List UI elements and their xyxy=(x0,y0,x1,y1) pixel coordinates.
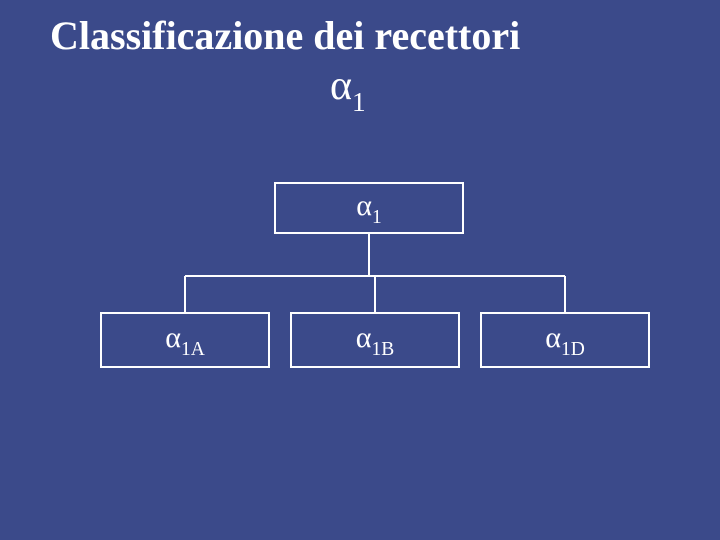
slide-title: Classificazione dei recettori xyxy=(50,12,520,59)
alpha-glyph: α xyxy=(165,321,181,354)
tree-child-node: α1B xyxy=(290,312,460,368)
alpha-subscript: 1 xyxy=(372,207,382,228)
slide-subtitle: α1 xyxy=(330,62,366,115)
alpha-subscript: 1D xyxy=(561,339,585,360)
alpha-subscript: 1 xyxy=(352,87,366,117)
alpha-subscript: 1B xyxy=(371,339,394,360)
alpha-glyph: α xyxy=(330,63,352,109)
child-label: α1D xyxy=(545,321,585,360)
title-text: Classificazione dei recettori xyxy=(50,13,520,58)
slide: Classificazione dei recettori α1 α1 α1A … xyxy=(0,0,720,540)
child-label: α1B xyxy=(356,321,394,360)
root-label: α1 xyxy=(356,189,381,228)
child-label: α1A xyxy=(165,321,205,360)
tree-child-node: α1A xyxy=(100,312,270,368)
alpha-glyph: α xyxy=(356,189,372,222)
tree-root-node: α1 xyxy=(274,182,464,234)
alpha-glyph: α xyxy=(545,321,561,354)
alpha-glyph: α xyxy=(356,321,372,354)
alpha-subscript: 1A xyxy=(181,339,205,360)
tree-child-node: α1D xyxy=(480,312,650,368)
